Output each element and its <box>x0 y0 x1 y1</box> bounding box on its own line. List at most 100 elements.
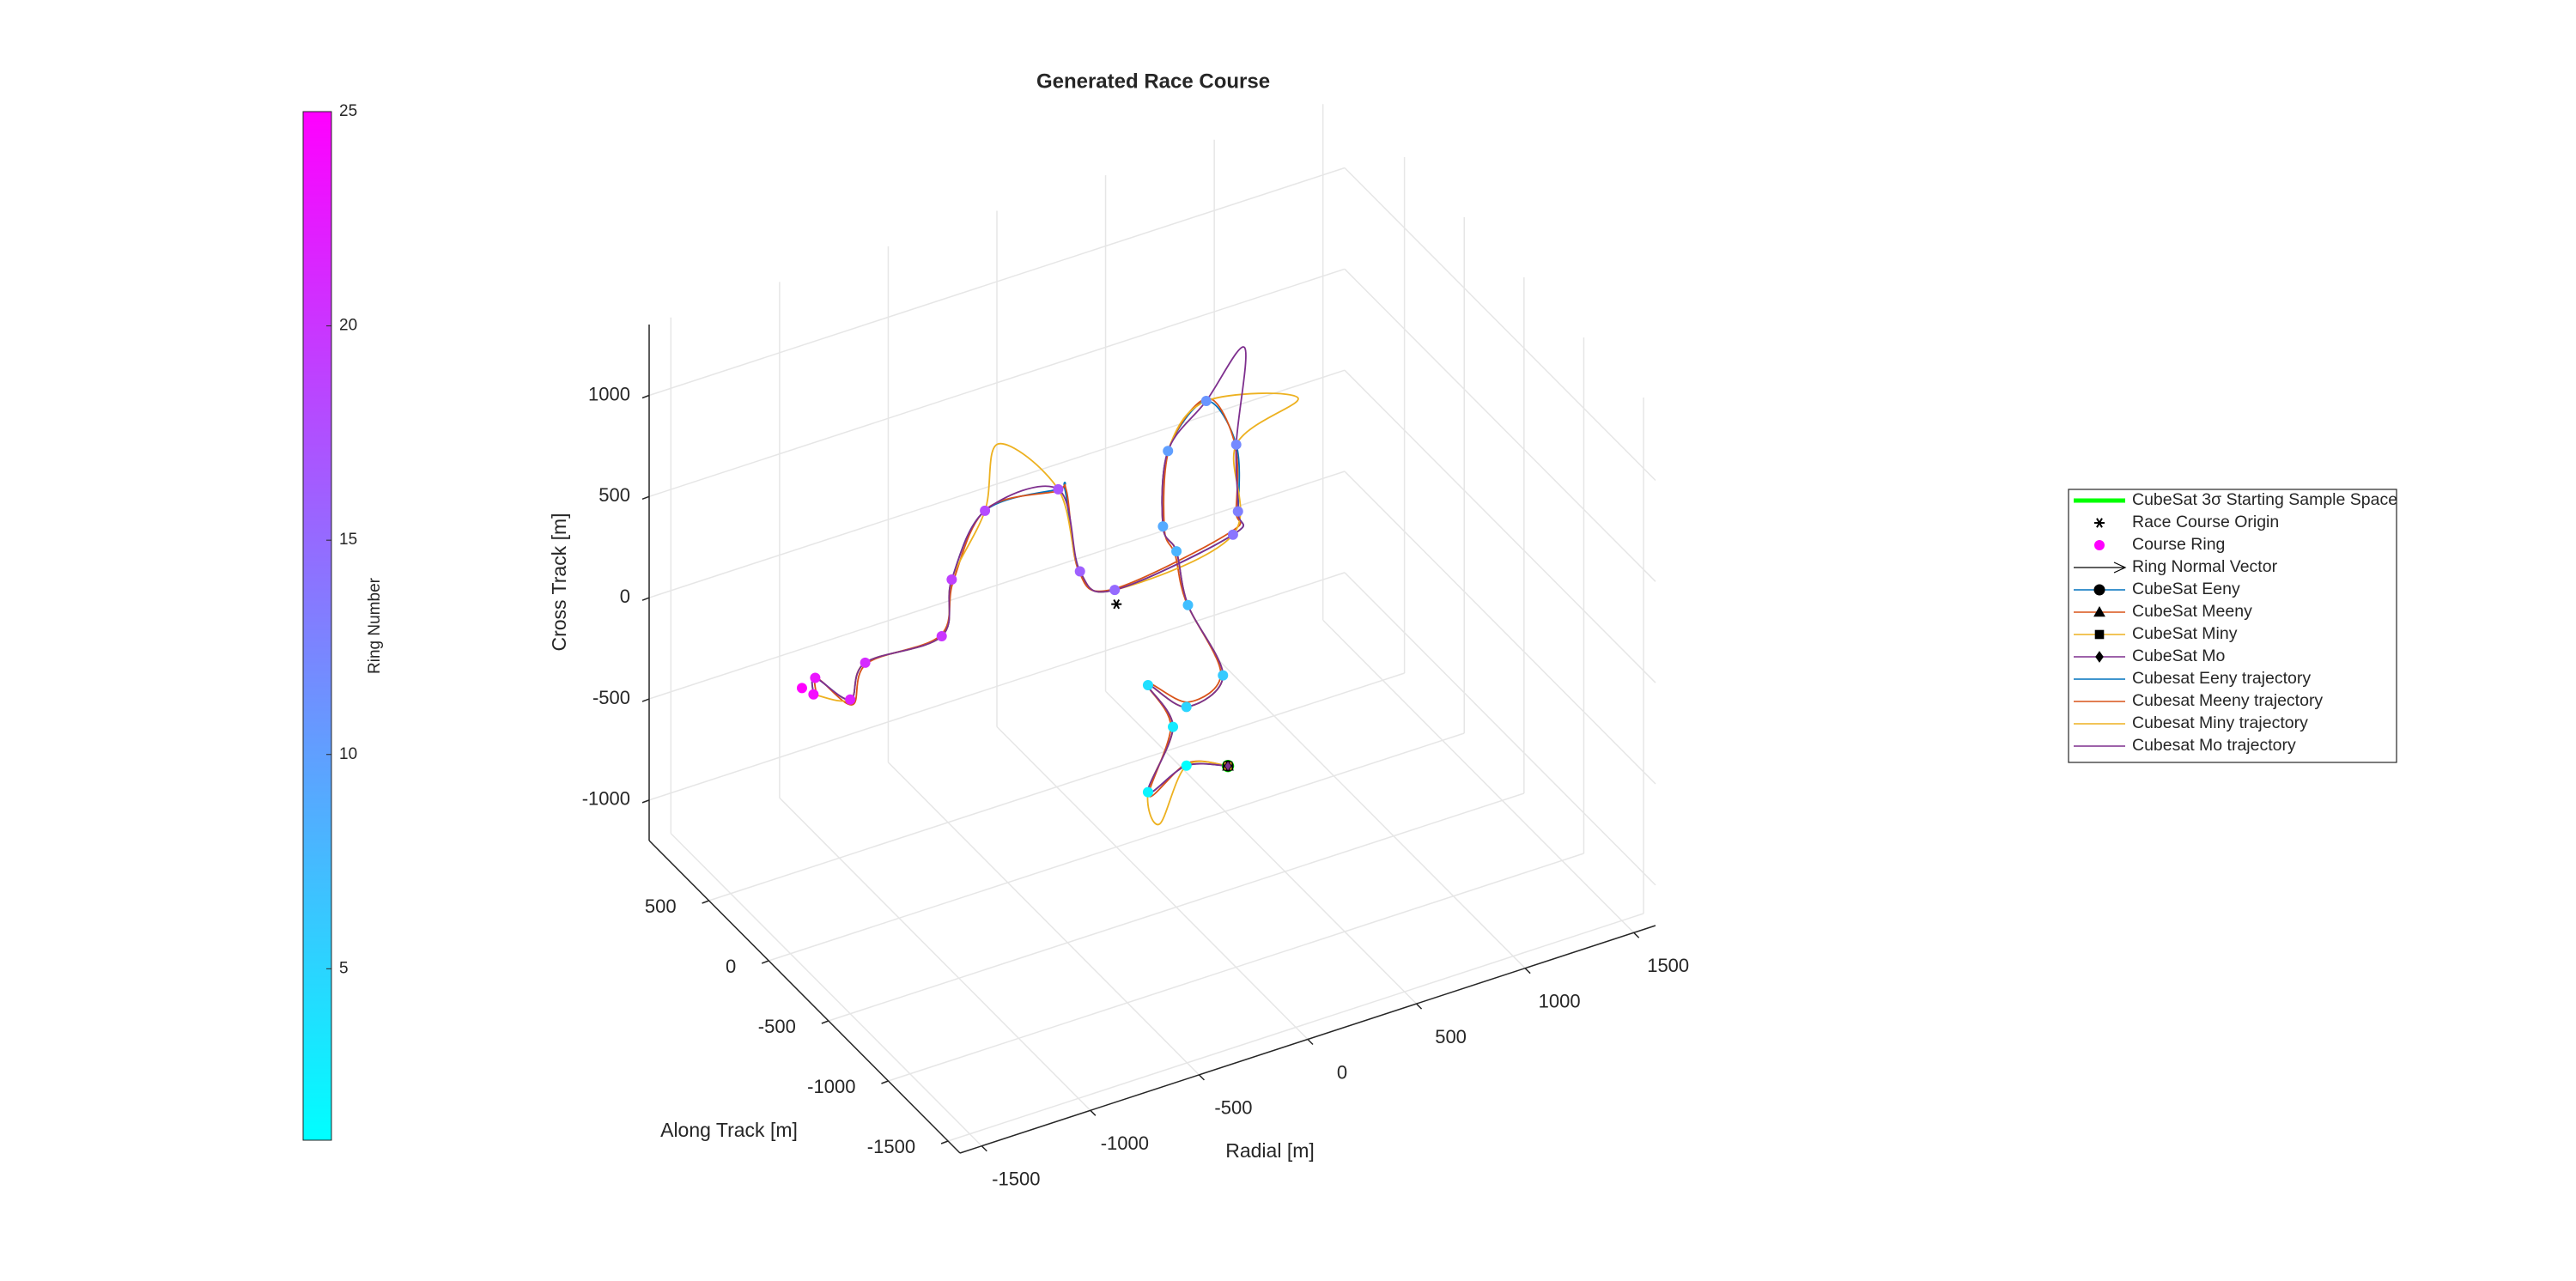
course-ring <box>1053 483 1064 495</box>
chart-title: Generated Race Course <box>1036 70 1270 93</box>
course-ring <box>1171 546 1182 557</box>
y-tick-label: -500 <box>758 1016 796 1037</box>
y-tick <box>940 1140 949 1144</box>
legend-label: CubeSat Eeny <box>2132 580 2240 598</box>
legend-entry: CubeSat Eeny <box>2074 580 2240 598</box>
z-tick <box>641 495 650 501</box>
grid-line <box>947 913 1644 1142</box>
y-tick-label: -1000 <box>807 1076 855 1097</box>
trajectory <box>811 400 1244 794</box>
course-ring <box>1142 679 1153 690</box>
colorbar-tick-label: 10 <box>339 745 357 763</box>
course-ring <box>845 694 856 705</box>
course-ring <box>1181 701 1192 713</box>
z-tick-label: -1000 <box>582 788 630 810</box>
course-ring <box>936 631 947 642</box>
z-tick <box>641 799 650 804</box>
grid-line <box>779 797 1091 1111</box>
course-ring <box>980 505 991 516</box>
grid-line <box>1344 167 1656 482</box>
cubesat-marker <box>2095 651 2104 663</box>
course-ring <box>1142 786 1153 798</box>
z-tick <box>641 597 650 601</box>
cubesat-marker <box>2094 629 2105 640</box>
legend-entry: Cubesat Miny trajectory <box>2074 713 2308 732</box>
x-tick-label: 1500 <box>1647 955 1689 976</box>
grid-line <box>1344 471 1656 785</box>
x-tick <box>1524 968 1531 974</box>
course-ring <box>1227 529 1238 540</box>
x-tick <box>1090 1109 1097 1116</box>
legend-entry: Course Ring <box>2094 535 2225 554</box>
legend-box <box>2068 489 2397 763</box>
course-ring <box>860 657 871 668</box>
colorbar-tick-label: 5 <box>339 959 349 977</box>
grid-line <box>648 268 1346 498</box>
asterisk-stroke <box>1113 598 1121 610</box>
y-axis <box>648 840 961 1154</box>
grid-line <box>828 792 1525 1022</box>
cubesat-marker <box>1224 760 1232 773</box>
grid-line <box>648 369 1346 598</box>
course-ring <box>1074 566 1085 577</box>
y-tick <box>821 1020 829 1024</box>
legend-entry: Cubesat Eeny trajectory <box>2074 669 2311 688</box>
legend-label: CubeSat Miny <box>2132 624 2238 643</box>
y-tick-label: 0 <box>726 956 736 977</box>
course-ring <box>1200 396 1212 407</box>
z-tick <box>641 698 650 702</box>
x-tick <box>1416 1003 1423 1010</box>
x-tick <box>1198 1074 1205 1081</box>
grid-line <box>1105 690 1418 1005</box>
legend-entry: Race Course Origin <box>2094 513 2279 531</box>
x-tick-label: -1500 <box>992 1169 1040 1190</box>
legend-label: Race Course Origin <box>2132 513 2279 531</box>
legend-label: CubeSat Meeny <box>2132 602 2252 621</box>
grid-line <box>996 725 1309 1041</box>
grid-line <box>1344 268 1656 582</box>
legend-entry: CubeSat Miny <box>2074 624 2238 643</box>
cubesat-marker <box>2093 584 2105 596</box>
grid-line <box>1344 572 1656 886</box>
y-tick-label: -1500 <box>867 1136 915 1157</box>
grid-line <box>1344 369 1656 683</box>
x-tick-label: 500 <box>1435 1026 1467 1047</box>
asterisk-stroke <box>2096 518 2103 528</box>
grid-line <box>670 833 982 1147</box>
course-ring <box>1218 670 1229 681</box>
colorbar-tick-label: 20 <box>339 317 357 335</box>
z-tick-label: 500 <box>598 484 630 506</box>
course-ring <box>796 683 807 694</box>
legend-label: Course Ring <box>2132 535 2225 554</box>
legend-entry: Cubesat Meeny trajectory <box>2074 691 2323 710</box>
z-tick-label: -500 <box>592 687 630 708</box>
y-tick <box>702 900 709 904</box>
z-tick-label: 1000 <box>588 383 630 404</box>
course-ring <box>1182 599 1194 610</box>
course-ring <box>1232 506 1243 517</box>
x-tick <box>1633 932 1640 938</box>
cubesat-marker <box>2093 605 2105 617</box>
colorbar-label: Ring Number <box>366 577 384 674</box>
y-tick-label: 500 <box>645 895 677 917</box>
legend-entry: Cubesat Mo trajectory <box>2074 736 2296 755</box>
legend-label: Cubesat Meeny trajectory <box>2132 691 2323 710</box>
y-tick <box>881 1080 889 1084</box>
legend-arrowhead <box>2113 562 2127 574</box>
legend-label: Ring Normal Vector <box>2132 557 2278 576</box>
grid-line <box>887 762 1200 1076</box>
course-ring <box>946 574 957 586</box>
x-tick-label: -500 <box>1214 1097 1252 1119</box>
grid-line <box>1322 619 1635 933</box>
trajectory <box>811 346 1247 794</box>
z-tick-label: 0 <box>620 586 630 607</box>
x-tick-label: -1000 <box>1101 1132 1149 1154</box>
course-ring <box>808 689 819 700</box>
grid-line <box>1213 655 1526 969</box>
origin-marker <box>1111 598 1122 610</box>
grid-line <box>768 732 1465 962</box>
legend-label: CubeSat 3σ Starting Sample Space <box>2132 490 2397 509</box>
colorbar-tick-label: 25 <box>339 102 357 120</box>
legend-entry: CubeSat 3σ Starting Sample Space <box>2074 490 2397 509</box>
